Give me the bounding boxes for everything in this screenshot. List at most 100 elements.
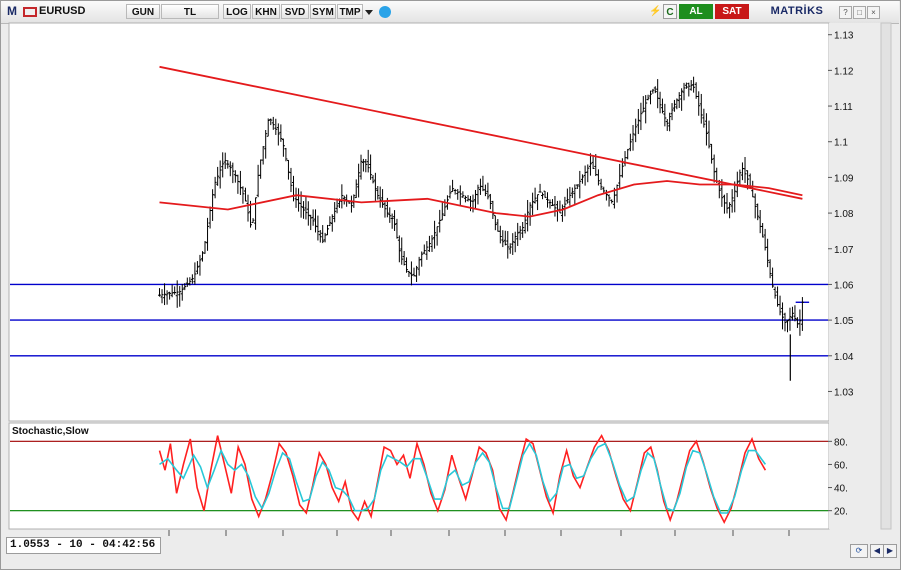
- maximize-icon[interactable]: □: [853, 6, 866, 19]
- ohlc-bar: [461, 191, 465, 198]
- ohlc-bar: [321, 225, 325, 244]
- ohlc-bar: [533, 187, 537, 204]
- ohlc-bar: [761, 223, 765, 238]
- ohlc-bar: [785, 319, 789, 333]
- ohlc-bar: [568, 186, 572, 206]
- ohlc-bar: [508, 243, 512, 254]
- ohlc-bar: [538, 183, 542, 193]
- ohlc-bar: [425, 241, 429, 260]
- ohlc-bar: [173, 286, 177, 295]
- refresh-icon[interactable]: ⟳: [850, 544, 868, 558]
- ohlc-bar: [636, 108, 640, 135]
- sell-button[interactable]: SAT: [715, 4, 749, 19]
- price-tick-label: 1.11: [834, 102, 853, 113]
- ohlc-bar: [281, 138, 285, 157]
- price-tick-label: 1.07: [834, 245, 854, 256]
- ohlc-bar: [588, 153, 592, 176]
- ohlc-bar: [684, 82, 688, 89]
- buy-button[interactable]: AL: [679, 4, 713, 19]
- ohlc-bar: [575, 184, 579, 190]
- twitter-icon[interactable]: [379, 6, 391, 18]
- ohlc-bar: [180, 284, 184, 301]
- sym-button[interactable]: SYM: [310, 4, 336, 19]
- c-button[interactable]: C: [663, 4, 677, 19]
- tmp-button[interactable]: TMP: [337, 4, 363, 19]
- price-tick-label: 1.04: [834, 352, 854, 363]
- ohlc-bar: [402, 251, 406, 266]
- ohlc-bar: [193, 262, 197, 285]
- ohlc-bar: [228, 161, 232, 177]
- ohlc-bar: [728, 202, 732, 219]
- ohlc-bar: [330, 214, 334, 232]
- ohlc-bar: [626, 148, 630, 160]
- ohlc-bar: [730, 189, 734, 213]
- ohlc-bar: [682, 82, 686, 101]
- ohlc-bar: [646, 94, 650, 101]
- price-layer: [10, 65, 828, 381]
- ohlc-bar: [388, 207, 392, 223]
- ohlc-bar: [261, 146, 265, 165]
- ohlc-bar: [506, 231, 510, 259]
- ohlc-bar: [409, 261, 413, 286]
- ohlc-bar: [689, 80, 693, 91]
- y-axis-area: [829, 23, 890, 529]
- log-scale-button[interactable]: LOG: [223, 4, 251, 19]
- lightning-icon[interactable]: ⚡: [649, 6, 662, 17]
- ohlc-bar: [466, 195, 470, 202]
- dropdown-arrow-icon[interactable]: [363, 6, 375, 18]
- ohlc-bar: [658, 91, 662, 114]
- ohlc-bar: [531, 192, 535, 215]
- app-logo[interactable]: M: [7, 4, 17, 18]
- ohlc-bar: [316, 215, 320, 241]
- ohlc-bar: [226, 159, 230, 169]
- ohlc-bar: [668, 112, 672, 132]
- flag-icon[interactable]: [23, 7, 37, 17]
- ohlc-bar: [427, 235, 431, 252]
- ohlc-bar: [692, 76, 696, 93]
- ohlc-bar: [648, 90, 652, 105]
- stochastic-panel: [8, 422, 830, 530]
- ohlc-bar: [486, 182, 490, 200]
- period-button-gun[interactable]: GUN: [126, 4, 160, 19]
- ohlc-bar: [183, 283, 187, 291]
- help-icon[interactable]: ?: [839, 6, 852, 19]
- ohlc-bar: [420, 251, 424, 267]
- ohlc-bar: [397, 235, 401, 263]
- ohlc-bar: [548, 199, 552, 209]
- price-tick-label: 1.1: [834, 138, 848, 149]
- ohlc-bar: [790, 306, 794, 321]
- scroll-left-icon[interactable]: ◀: [870, 544, 884, 558]
- ohlc-bar: [580, 174, 584, 184]
- ohlc-bar: [335, 198, 339, 214]
- scroll-right-icon[interactable]: ▶: [883, 544, 897, 558]
- ohlc-bar: [773, 286, 777, 299]
- khn-button[interactable]: KHN: [252, 4, 280, 19]
- symbol-label[interactable]: EURUSD: [39, 5, 86, 17]
- svd-button[interactable]: SVD: [281, 4, 309, 19]
- scrollbar[interactable]: [880, 22, 892, 530]
- ohlc-bar: [541, 192, 545, 200]
- ohlc-bar: [628, 133, 632, 152]
- currency-button-tl[interactable]: TL: [161, 4, 219, 19]
- ohlc-bar: [407, 270, 411, 277]
- ohlc-bar: [570, 187, 574, 199]
- ohlc-bar: [602, 186, 606, 193]
- close-icon[interactable]: ×: [867, 6, 880, 19]
- ohlc-bar: [738, 169, 742, 187]
- ohlc-bar: [206, 217, 210, 251]
- ohlc-bar: [378, 186, 382, 208]
- ohlc-bar: [359, 154, 363, 180]
- ohlc-bar: [675, 98, 679, 110]
- toolbar: M EURUSD GUN TL LOG KHN SVD SYM TMP ⚡ C …: [1, 1, 899, 24]
- ohlc-bar: [615, 184, 619, 203]
- ohlc-bar: [390, 213, 394, 229]
- ohlc-bar: [175, 280, 179, 308]
- ohlc-bar: [198, 254, 202, 276]
- ohlc-bar: [599, 178, 603, 191]
- ohlc-bar: [269, 118, 273, 126]
- ohlc-bar: [677, 92, 681, 108]
- ohlc-bar: [503, 230, 507, 246]
- ohlc-bar: [596, 169, 600, 186]
- price-tick-label: 1.05: [834, 316, 854, 327]
